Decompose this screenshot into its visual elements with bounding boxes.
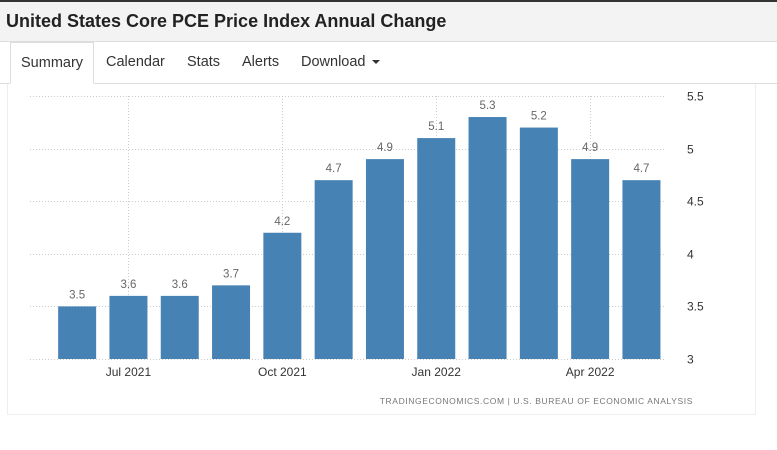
data-label: 4.9 [582, 142, 598, 154]
tab-calendar[interactable]: Calendar [106, 54, 165, 70]
bar [417, 138, 456, 359]
tab-download-label: Download [301, 54, 366, 70]
data-label: 3.5 [69, 289, 85, 301]
bar [622, 180, 661, 359]
bars-layer [58, 117, 661, 359]
y-tick-label: 4 [687, 248, 694, 262]
data-label: 4.7 [326, 163, 342, 175]
bar [571, 159, 610, 359]
bar [365, 159, 404, 359]
tab-summary[interactable]: Summary [10, 42, 95, 84]
y-tick-label: 3 [687, 353, 694, 367]
x-tick-label: Oct 2021 [258, 365, 307, 379]
data-labels-layer: 3.5 3.6 3.6 3.7 4.2 4.7 4.9 5.1 5.3 5.2 4.9 4.7 [69, 100, 649, 301]
y-tick-label: 5.5 [687, 90, 704, 104]
y-tick-label: 5 [687, 143, 694, 157]
data-label: 3.6 [120, 279, 136, 291]
bar [519, 127, 558, 359]
tab-stats[interactable]: Stats [187, 54, 221, 70]
data-label: 4.7 [633, 163, 649, 175]
data-label: 5.1 [428, 121, 444, 133]
data-label: 3.7 [223, 268, 239, 280]
bar [468, 117, 507, 359]
source-credit: TRADINGECONOMICS.COM | U.S. BUREAU OF EC… [379, 396, 693, 406]
data-label: 4.9 [377, 142, 393, 154]
tab-alerts[interactable]: Alerts [242, 54, 280, 70]
page-title: United States Core PCE Price Index Annua… [6, 11, 447, 31]
bar [58, 306, 97, 359]
y-axis: 3 3.5 4 4.5 5 5.5 [687, 90, 704, 367]
y-tick-label: 4.5 [687, 195, 704, 209]
y-tick-label: 3.5 [687, 300, 704, 314]
title-bar: United States Core PCE Price Index Annua… [0, 0, 777, 42]
bar [263, 232, 302, 359]
data-label: 5.3 [480, 100, 496, 112]
bar [212, 285, 251, 359]
bar [109, 295, 148, 359]
x-tick-label: Apr 2022 [566, 365, 615, 379]
chevron-down-icon [371, 60, 380, 65]
x-axis: Jul 2021 Oct 2021 Jan 2022 Apr 2022 [106, 365, 615, 379]
chart-panel [7, 84, 756, 415]
x-tick-label: Jan 2022 [412, 365, 462, 379]
tab-download[interactable]: Download [301, 42, 380, 84]
data-label: 4.2 [274, 216, 290, 228]
bar [160, 295, 199, 359]
tab-bar: Summary Calendar Stats Alerts Download [0, 42, 777, 84]
data-label: 5.2 [531, 111, 547, 123]
x-tick-label: Jul 2021 [106, 365, 152, 379]
data-label: 3.6 [172, 279, 188, 291]
bar [314, 180, 353, 359]
